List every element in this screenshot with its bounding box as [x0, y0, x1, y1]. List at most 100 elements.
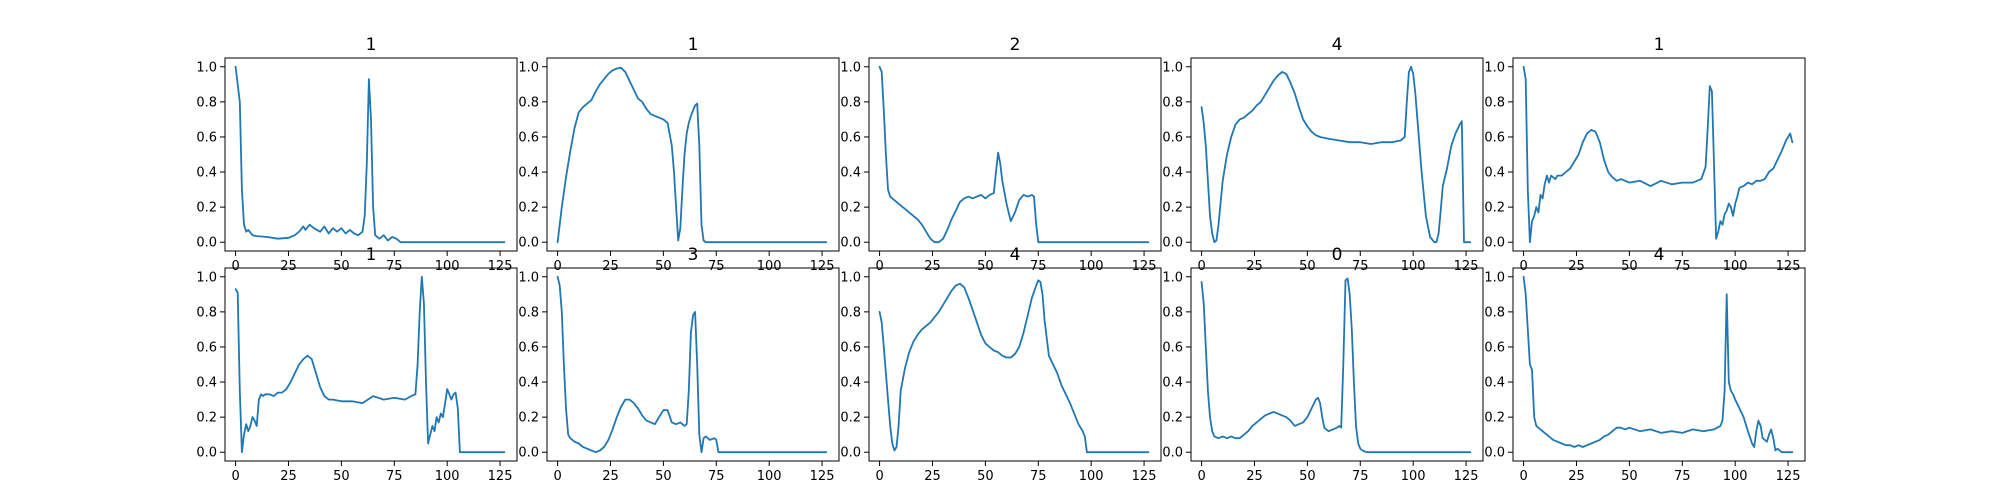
x-tick-label: 75: [1030, 469, 1047, 484]
x-tick-label: 25: [1246, 259, 1263, 274]
x-tick-label: 75: [386, 259, 403, 274]
subplot-title: 0: [1332, 245, 1343, 265]
y-tick-label: 0.4: [1162, 166, 1183, 181]
series-line: [234, 275, 506, 454]
series-line: [1200, 65, 1472, 244]
y-tick-label: 0.0: [840, 446, 861, 461]
axes-frame: [224, 267, 518, 462]
y-tick-label: 0.8: [196, 305, 217, 320]
y-tick-label: 0.0: [196, 446, 217, 461]
y-tick-label: 0.2: [196, 411, 217, 426]
y-tick-label: 0.2: [196, 201, 217, 216]
x-tick-label: 50: [1621, 469, 1638, 484]
y-tick-label: 0.2: [840, 201, 861, 216]
x-tick-label: 100: [1079, 259, 1104, 274]
subplot-4: 4 0 25 50 75 100 125 0.0 0.2 0.4 0.6 0.8 1.0: [1162, 35, 1484, 274]
y-tick-label: 0.6: [518, 340, 539, 355]
y-tick-label: 0.2: [1484, 411, 1505, 426]
y-tick-label: 1.0: [1484, 270, 1505, 285]
y-tick-label: 0.2: [1162, 201, 1183, 216]
y-tick-label: 0.4: [196, 376, 217, 391]
x-tick-label: 75: [386, 469, 403, 484]
y-tick-label: 0.4: [518, 166, 539, 181]
y-tick-label: 0.0: [196, 236, 217, 251]
x-tick-label: 100: [1401, 259, 1426, 274]
y-tick-label: 1.0: [840, 60, 861, 75]
subplot-7: 3 0 25 50 75 100 125 0.0 0.2 0.4 0.6 0.8 1.0: [518, 245, 840, 484]
y-tick-label: 0.8: [518, 305, 539, 320]
x-tick-label: 75: [1352, 469, 1369, 484]
y-tick-label: 0.0: [518, 236, 539, 251]
x-tick-label: 75: [1030, 259, 1047, 274]
x-tick-label: 100: [1723, 469, 1748, 484]
subplot-3: 2 0 25 50 75 100 125 0.0 0.2 0.4 0.6 0.8 1.0: [840, 35, 1162, 274]
y-tick-label: 0.2: [1162, 411, 1183, 426]
x-tick-label: 75: [1674, 259, 1691, 274]
x-tick-label: 125: [1454, 469, 1479, 484]
y-tick-label: 0.6: [196, 130, 217, 145]
x-tick-label: 50: [333, 469, 350, 484]
y-tick-label: 0.8: [1162, 95, 1183, 110]
x-tick-label: 50: [333, 259, 350, 274]
y-tick-label: 0.4: [840, 376, 861, 391]
y-tick-label: 0.4: [1484, 166, 1505, 181]
x-tick-label: 0: [1197, 469, 1205, 484]
subplot-6: 1 0 25 50 75 100 125 0.0 0.2 0.4 0.6 0.8 1.0: [196, 245, 518, 484]
axes-frame: [868, 57, 1162, 252]
series-line: [556, 275, 828, 454]
x-tick-label: 50: [655, 259, 672, 274]
subplot-8: 4 0 25 50 75 100 125 0.0 0.2 0.4 0.6 0.8 1.0: [840, 245, 1162, 484]
x-tick-label: 75: [708, 259, 725, 274]
y-tick-label: 0.6: [1162, 130, 1183, 145]
subplot-5: 1 0 25 50 75 100 125 0.0 0.2 0.4 0.6 0.8 1.0: [1484, 35, 1806, 274]
y-tick-label: 0.4: [1484, 376, 1505, 391]
subplot-title: 4: [1332, 35, 1343, 55]
y-tick-label: 0.6: [840, 130, 861, 145]
y-tick-label: 0.6: [196, 340, 217, 355]
x-tick-label: 25: [924, 469, 941, 484]
x-tick-label: 50: [1621, 259, 1638, 274]
subplot-title: 1: [366, 245, 377, 265]
axes-frame: [1190, 267, 1484, 462]
x-tick-label: 50: [977, 259, 994, 274]
subplot-2: 1 0 25 50 75 100 125 0.0 0.2 0.4 0.6 0.8 1.0: [518, 35, 840, 274]
x-tick-label: 125: [1776, 469, 1801, 484]
series-line: [556, 66, 828, 244]
x-tick-label: 0: [1519, 469, 1527, 484]
axes-frame: [546, 267, 840, 462]
x-tick-label: 0: [553, 259, 561, 274]
y-tick-label: 0.2: [840, 411, 861, 426]
axes-frame: [224, 57, 518, 252]
subplot-title: 2: [1010, 35, 1021, 55]
subplot-title: 1: [366, 35, 377, 55]
y-tick-label: 1.0: [518, 270, 539, 285]
y-tick-label: 0.2: [518, 201, 539, 216]
x-tick-label: 100: [1401, 469, 1426, 484]
y-tick-label: 0.4: [518, 376, 539, 391]
subplot-title: 3: [688, 245, 699, 265]
series-line: [1200, 277, 1472, 454]
x-tick-label: 75: [1674, 469, 1691, 484]
y-tick-label: 0.4: [1162, 376, 1183, 391]
axes-frame: [546, 57, 840, 252]
x-tick-label: 0: [1197, 259, 1205, 274]
y-tick-label: 0.8: [1484, 305, 1505, 320]
x-tick-label: 50: [977, 469, 994, 484]
y-tick-label: 0.8: [840, 305, 861, 320]
x-tick-label: 25: [280, 259, 297, 274]
x-tick-label: 100: [1079, 469, 1104, 484]
y-tick-label: 1.0: [518, 60, 539, 75]
subplot-title: 4: [1010, 245, 1021, 265]
y-tick-label: 0.0: [1162, 236, 1183, 251]
subplot-title: 4: [1654, 245, 1665, 265]
y-tick-label: 1.0: [1162, 60, 1183, 75]
subplot-1: 1 0 25 50 75 100 125 0.0 0.2 0.4 0.6 0.8 1.0: [196, 35, 518, 274]
y-tick-label: 0.0: [840, 236, 861, 251]
y-tick-label: 1.0: [1162, 270, 1183, 285]
x-tick-label: 0: [231, 469, 239, 484]
series-line: [878, 279, 1150, 454]
x-tick-label: 125: [1132, 259, 1157, 274]
x-tick-label: 100: [435, 469, 460, 484]
x-tick-label: 25: [924, 259, 941, 274]
y-tick-label: 0.2: [1484, 201, 1505, 216]
